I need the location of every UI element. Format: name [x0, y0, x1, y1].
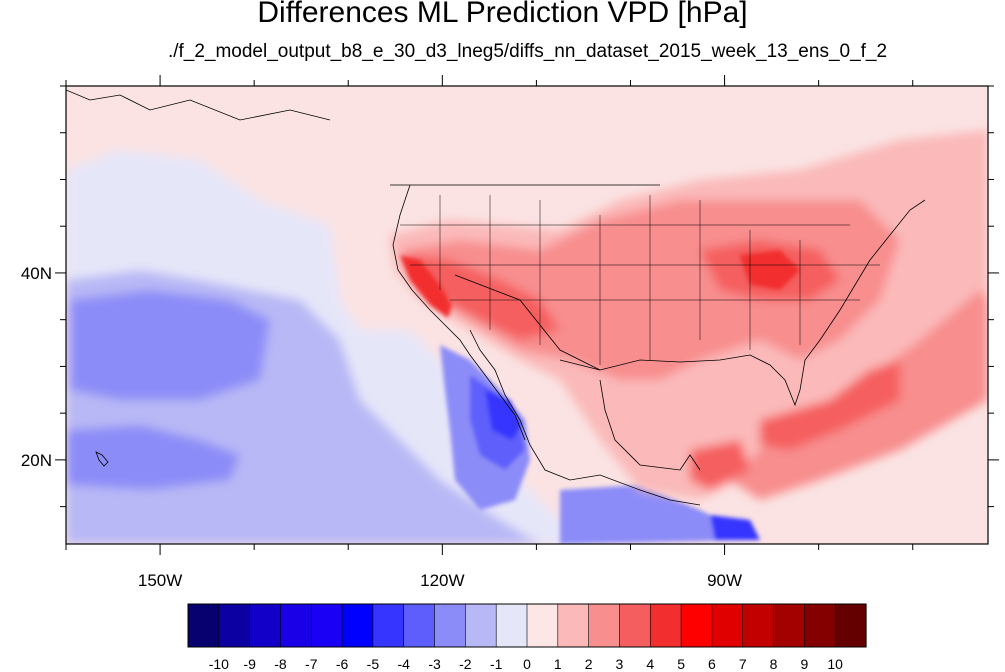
colorbar-box — [187, 603, 220, 648]
colorbar-label: 10 — [827, 656, 843, 672]
state-borders — [400, 195, 880, 365]
colorbar-label: -6 — [336, 656, 349, 672]
colorbar-label: -4 — [398, 656, 411, 672]
colorbar-box — [804, 603, 836, 648]
colorbar-box — [249, 603, 282, 648]
colorbar-label: -1 — [490, 656, 503, 672]
colorbar-box — [372, 603, 405, 648]
colorbar-box — [434, 603, 466, 648]
map-panel — [66, 86, 988, 544]
colorbar-box — [218, 603, 251, 648]
colorbar-label: 6 — [708, 656, 716, 672]
colorbar-box — [310, 603, 343, 648]
colorbar-label: -9 — [243, 656, 256, 672]
lat-tick-label: 40N — [21, 264, 52, 283]
colorbar-box — [465, 603, 497, 648]
colorbar-box — [649, 603, 682, 648]
colorbar-label: 4 — [646, 656, 654, 672]
longitude-ticks: 150W 120W 90W — [65, 75, 914, 590]
colorbar-label: 3 — [616, 656, 624, 672]
colorbar-box — [341, 603, 374, 648]
colorbar-box — [557, 603, 590, 648]
colorbar-label: -5 — [367, 656, 380, 672]
colorbar-label: 2 — [585, 656, 593, 672]
chart-subtitle: ./f_2_model_output_b8_e_30_d3_lneg5/diff… — [167, 41, 888, 62]
colorbar-label: 0 — [523, 656, 531, 672]
colorbar-label: 5 — [677, 656, 685, 672]
colorbar-label: 7 — [739, 656, 747, 672]
colorbar: -10 -9 -8 -7 -6 -5 -4 -3 -2 -1 0 1 2 3 4 5 6 7 8 9 10 — [187, 603, 867, 672]
lon-tick-label: 90W — [707, 571, 742, 590]
lat-tick-label: 20N — [21, 451, 52, 470]
colorbar-label: -10 — [209, 656, 229, 672]
colorbar-label: 8 — [770, 656, 778, 672]
colorbar-box — [742, 603, 775, 648]
colorbar-box — [403, 603, 436, 648]
colorbar-box — [711, 603, 744, 648]
map-frame — [65, 85, 989, 545]
colorbar-label: -2 — [459, 656, 472, 672]
colorbar-box — [834, 603, 867, 648]
colorbar-box — [526, 603, 559, 648]
colorbar-label: -3 — [428, 656, 441, 672]
colorbar-label: 1 — [554, 656, 562, 672]
california-hotspot — [400, 250, 800, 318]
colorbar-label: 9 — [800, 656, 808, 672]
colorbar-label: -7 — [305, 656, 318, 672]
baja-negative-core — [440, 345, 760, 544]
lon-tick-label: 150W — [138, 571, 182, 590]
lon-tick-label: 120W — [420, 571, 464, 590]
colorbar-box — [619, 603, 651, 648]
colorbar-frame — [187, 603, 867, 648]
colorbar-box — [588, 603, 621, 648]
chart-title: Differences ML Prediction VPD [hPa] — [257, 0, 748, 29]
colorbar-box — [680, 603, 713, 648]
colorbar-box — [773, 603, 805, 648]
colorbar-box — [280, 603, 312, 648]
colorbar-label: -8 — [274, 656, 287, 672]
colorbar-box — [495, 603, 528, 648]
latitude-ticks: 40N 20N — [21, 85, 999, 508]
